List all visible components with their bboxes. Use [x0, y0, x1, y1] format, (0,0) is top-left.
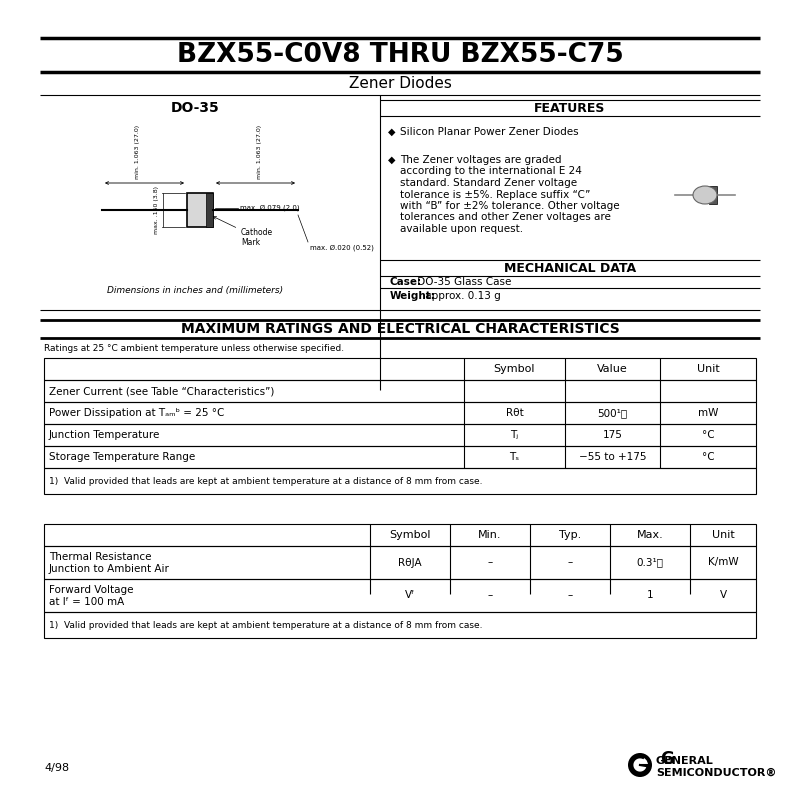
Text: Weight:: Weight:: [390, 291, 436, 301]
Text: Zener Diodes: Zener Diodes: [349, 75, 451, 90]
Text: Cathode
Mark: Cathode Mark: [214, 217, 273, 247]
Text: available upon request.: available upon request.: [400, 224, 523, 234]
Text: SEMICONDUCTOR®: SEMICONDUCTOR®: [656, 768, 777, 778]
Text: Tₛ: Tₛ: [510, 452, 519, 462]
Bar: [44, 546, 756, 579]
Text: Value: Value: [597, 364, 628, 374]
Text: −55 to +175: −55 to +175: [578, 452, 646, 462]
Text: MECHANICAL DATA: MECHANICAL DATA: [504, 262, 636, 274]
Text: –: –: [487, 590, 493, 601]
Text: Ratings at 25 °C ambient temperature unless otherwise specified.: Ratings at 25 °C ambient temperature unl…: [44, 344, 344, 353]
Text: max. Ø.020 (0.52): max. Ø.020 (0.52): [310, 244, 374, 250]
Text: Max.: Max.: [637, 530, 663, 540]
Text: Junction Temperature: Junction Temperature: [49, 430, 160, 440]
Bar: [206, 193, 213, 227]
Text: Zener Current (see Table “Characteristics”): Zener Current (see Table “Characteristic…: [49, 386, 274, 396]
Bar: [187, 193, 213, 227]
Bar: [44, 579, 756, 612]
Text: G: G: [660, 750, 674, 768]
Text: ◆: ◆: [388, 127, 395, 137]
Text: Storage Temperature Range: Storage Temperature Range: [49, 452, 195, 462]
Text: DO-35: DO-35: [170, 101, 219, 115]
Text: 500¹⧣: 500¹⧣: [598, 408, 627, 418]
Text: approx. 0.13 g: approx. 0.13 g: [422, 291, 501, 301]
Text: Power Dissipation at Tₐₘᵇ = 25 °C: Power Dissipation at Tₐₘᵇ = 25 °C: [49, 408, 224, 418]
Bar: [44, 380, 756, 402]
Bar: [44, 468, 756, 494]
Text: DO-35 Glass Case: DO-35 Glass Case: [414, 277, 511, 287]
Text: 175: 175: [602, 430, 622, 440]
Text: Symbol: Symbol: [390, 530, 430, 540]
Bar: [44, 446, 756, 468]
Text: –: –: [487, 558, 493, 567]
Text: Min.: Min.: [478, 530, 502, 540]
Bar: [44, 424, 756, 446]
Text: Vᶠ: Vᶠ: [405, 590, 415, 601]
Text: BZX55-C0V8 THRU BZX55-C75: BZX55-C0V8 THRU BZX55-C75: [177, 42, 623, 68]
Text: standard. Standard Zener voltage: standard. Standard Zener voltage: [400, 178, 577, 188]
Text: tolerance is ±5%. Replace suffix “C”: tolerance is ±5%. Replace suffix “C”: [400, 190, 590, 199]
Text: The Zener voltages are graded: The Zener voltages are graded: [400, 155, 562, 165]
Text: Unit: Unit: [697, 364, 719, 374]
Text: Rθt: Rθt: [506, 408, 523, 418]
Text: 1: 1: [646, 590, 654, 601]
Text: °C: °C: [702, 452, 714, 462]
Text: tolerances and other Zener voltages are: tolerances and other Zener voltages are: [400, 213, 611, 222]
Text: Silicon Planar Power Zener Diodes: Silicon Planar Power Zener Diodes: [400, 127, 578, 137]
Text: 4/98: 4/98: [44, 763, 69, 773]
Text: FEATURES: FEATURES: [534, 102, 606, 114]
Bar: [709, 186, 717, 204]
Text: mW: mW: [698, 408, 718, 418]
Text: RθJA: RθJA: [398, 558, 422, 567]
Ellipse shape: [693, 186, 717, 204]
Text: Junction to Ambient Air: Junction to Ambient Air: [49, 564, 170, 574]
Text: at Iᶠ = 100 mA: at Iᶠ = 100 mA: [49, 597, 124, 607]
Text: –: –: [567, 590, 573, 601]
Text: GENERAL: GENERAL: [656, 756, 714, 766]
Text: °C: °C: [702, 430, 714, 440]
Text: Forward Voltage: Forward Voltage: [49, 585, 134, 595]
Text: MAXIMUM RATINGS AND ELECTRICAL CHARACTERISTICS: MAXIMUM RATINGS AND ELECTRICAL CHARACTER…: [181, 322, 619, 336]
Text: 0.3¹⧣: 0.3¹⧣: [637, 558, 663, 567]
Text: Dimensions in inches and (millimeters): Dimensions in inches and (millimeters): [107, 286, 283, 294]
Text: Thermal Resistance: Thermal Resistance: [49, 552, 151, 562]
Text: K/mW: K/mW: [708, 558, 738, 567]
Text: Typ.: Typ.: [559, 530, 581, 540]
Text: max. .150 (3.8): max. .150 (3.8): [154, 186, 159, 234]
Bar: [44, 612, 756, 638]
Text: 1)  Valid provided that leads are kept at ambient temperature at a distance of 8: 1) Valid provided that leads are kept at…: [49, 477, 482, 486]
Bar: [44, 524, 756, 546]
Text: Unit: Unit: [712, 530, 734, 540]
Text: min. 1.063 (27.0): min. 1.063 (27.0): [135, 125, 141, 179]
Circle shape: [628, 753, 652, 777]
Text: min. 1.063 (27.0): min. 1.063 (27.0): [257, 125, 262, 179]
Text: Case:: Case:: [390, 277, 422, 287]
Text: max. Ø.079 (2.0): max. Ø.079 (2.0): [240, 205, 300, 211]
Circle shape: [632, 757, 648, 773]
Text: 1)  Valid provided that leads are kept at ambient temperature at a distance of 8: 1) Valid provided that leads are kept at…: [49, 621, 482, 630]
Bar: [44, 358, 756, 380]
Text: –: –: [567, 558, 573, 567]
Text: according to the international E 24: according to the international E 24: [400, 166, 582, 177]
Text: Tⱼ: Tⱼ: [510, 430, 518, 440]
Bar: [44, 402, 756, 424]
Text: V: V: [719, 590, 726, 601]
Text: Symbol: Symbol: [494, 364, 535, 374]
Text: ◆: ◆: [388, 155, 395, 165]
Text: with “B” for ±2% tolerance. Other voltage: with “B” for ±2% tolerance. Other voltag…: [400, 201, 620, 211]
